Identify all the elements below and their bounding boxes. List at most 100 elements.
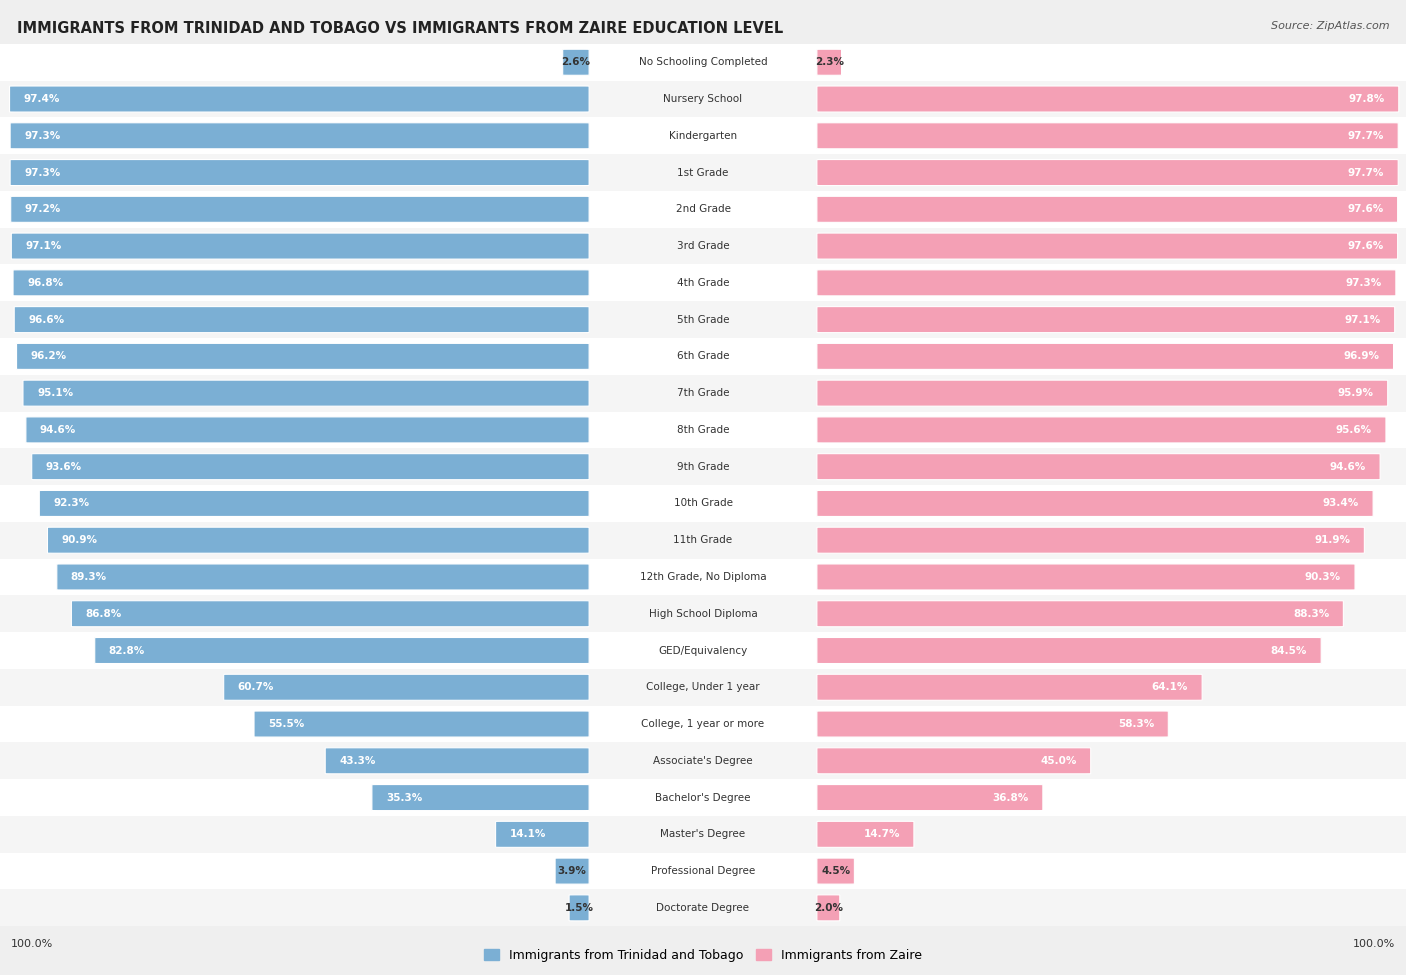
Text: 60.7%: 60.7% bbox=[238, 682, 274, 692]
Text: Associate's Degree: Associate's Degree bbox=[654, 756, 752, 765]
Text: GED/Equivalency: GED/Equivalency bbox=[658, 645, 748, 655]
Text: 36.8%: 36.8% bbox=[993, 793, 1029, 802]
FancyBboxPatch shape bbox=[817, 638, 1322, 664]
Text: IMMIGRANTS FROM TRINIDAD AND TOBAGO VS IMMIGRANTS FROM ZAIRE EDUCATION LEVEL: IMMIGRANTS FROM TRINIDAD AND TOBAGO VS I… bbox=[17, 21, 783, 36]
Text: 14.1%: 14.1% bbox=[509, 830, 546, 839]
FancyBboxPatch shape bbox=[817, 453, 1381, 480]
Legend: Immigrants from Trinidad and Tobago, Immigrants from Zaire: Immigrants from Trinidad and Tobago, Imm… bbox=[479, 944, 927, 967]
Text: 12th Grade, No Diploma: 12th Grade, No Diploma bbox=[640, 572, 766, 582]
FancyBboxPatch shape bbox=[817, 50, 842, 75]
Bar bbox=[0, 228, 1406, 264]
Text: 97.1%: 97.1% bbox=[1344, 315, 1381, 325]
Text: 82.8%: 82.8% bbox=[108, 645, 145, 655]
Text: 4th Grade: 4th Grade bbox=[676, 278, 730, 288]
Bar bbox=[0, 706, 1406, 742]
Text: 92.3%: 92.3% bbox=[53, 498, 90, 508]
Bar bbox=[0, 44, 1406, 81]
Text: 97.4%: 97.4% bbox=[24, 94, 60, 104]
Text: Kindergarten: Kindergarten bbox=[669, 131, 737, 140]
Text: 96.6%: 96.6% bbox=[28, 315, 65, 325]
FancyBboxPatch shape bbox=[817, 785, 1043, 810]
FancyBboxPatch shape bbox=[10, 160, 589, 185]
FancyBboxPatch shape bbox=[373, 785, 589, 810]
Text: 64.1%: 64.1% bbox=[1152, 682, 1188, 692]
Bar bbox=[0, 596, 1406, 632]
Text: 97.7%: 97.7% bbox=[1348, 131, 1384, 140]
Bar bbox=[0, 816, 1406, 853]
FancyBboxPatch shape bbox=[817, 417, 1386, 443]
FancyBboxPatch shape bbox=[817, 675, 1202, 700]
Bar bbox=[0, 853, 1406, 889]
Text: 2nd Grade: 2nd Grade bbox=[675, 205, 731, 214]
FancyBboxPatch shape bbox=[254, 711, 589, 737]
FancyBboxPatch shape bbox=[817, 490, 1374, 517]
FancyBboxPatch shape bbox=[817, 233, 1398, 259]
Text: 100.0%: 100.0% bbox=[1353, 939, 1395, 949]
Text: 93.6%: 93.6% bbox=[46, 462, 82, 472]
FancyBboxPatch shape bbox=[22, 380, 589, 407]
Text: 97.6%: 97.6% bbox=[1347, 241, 1384, 252]
Text: 3rd Grade: 3rd Grade bbox=[676, 241, 730, 252]
FancyBboxPatch shape bbox=[10, 86, 589, 112]
Text: 3.9%: 3.9% bbox=[558, 866, 586, 877]
Text: Professional Degree: Professional Degree bbox=[651, 866, 755, 877]
FancyBboxPatch shape bbox=[555, 858, 589, 884]
Bar bbox=[0, 117, 1406, 154]
Text: Nursery School: Nursery School bbox=[664, 94, 742, 104]
FancyBboxPatch shape bbox=[562, 50, 589, 75]
FancyBboxPatch shape bbox=[817, 711, 1168, 737]
Text: 1st Grade: 1st Grade bbox=[678, 168, 728, 177]
Text: 90.3%: 90.3% bbox=[1305, 572, 1341, 582]
Bar bbox=[0, 338, 1406, 374]
FancyBboxPatch shape bbox=[817, 196, 1398, 222]
FancyBboxPatch shape bbox=[224, 675, 589, 700]
Text: 97.7%: 97.7% bbox=[1348, 168, 1384, 177]
Text: 1.5%: 1.5% bbox=[565, 903, 593, 913]
FancyBboxPatch shape bbox=[817, 306, 1395, 332]
Text: 97.3%: 97.3% bbox=[1346, 278, 1382, 288]
Text: No Schooling Completed: No Schooling Completed bbox=[638, 58, 768, 67]
FancyBboxPatch shape bbox=[39, 490, 589, 517]
FancyBboxPatch shape bbox=[817, 748, 1091, 774]
Text: 94.6%: 94.6% bbox=[39, 425, 76, 435]
Text: Bachelor's Degree: Bachelor's Degree bbox=[655, 793, 751, 802]
FancyBboxPatch shape bbox=[817, 821, 914, 847]
Text: 2.0%: 2.0% bbox=[814, 903, 842, 913]
Text: 90.9%: 90.9% bbox=[62, 535, 97, 545]
FancyBboxPatch shape bbox=[11, 196, 589, 222]
FancyBboxPatch shape bbox=[817, 86, 1399, 112]
Bar bbox=[0, 889, 1406, 926]
FancyBboxPatch shape bbox=[817, 270, 1396, 295]
Text: 97.1%: 97.1% bbox=[25, 241, 62, 252]
Text: 95.1%: 95.1% bbox=[37, 388, 73, 398]
Text: Master's Degree: Master's Degree bbox=[661, 830, 745, 839]
Text: 96.8%: 96.8% bbox=[27, 278, 63, 288]
Text: High School Diploma: High School Diploma bbox=[648, 608, 758, 619]
Text: 91.9%: 91.9% bbox=[1315, 535, 1350, 545]
Text: 97.8%: 97.8% bbox=[1348, 94, 1385, 104]
Bar bbox=[0, 669, 1406, 706]
Text: 7th Grade: 7th Grade bbox=[676, 388, 730, 398]
Text: 100.0%: 100.0% bbox=[11, 939, 53, 949]
Text: 95.9%: 95.9% bbox=[1337, 388, 1374, 398]
FancyBboxPatch shape bbox=[817, 527, 1364, 553]
Text: 55.5%: 55.5% bbox=[269, 719, 304, 729]
FancyBboxPatch shape bbox=[11, 233, 589, 259]
Text: 11th Grade: 11th Grade bbox=[673, 535, 733, 545]
FancyBboxPatch shape bbox=[94, 638, 589, 664]
Text: 5th Grade: 5th Grade bbox=[676, 315, 730, 325]
Bar bbox=[0, 522, 1406, 559]
FancyBboxPatch shape bbox=[56, 564, 589, 590]
Bar bbox=[0, 411, 1406, 448]
Text: 96.2%: 96.2% bbox=[31, 351, 66, 362]
Text: 45.0%: 45.0% bbox=[1040, 756, 1077, 765]
FancyBboxPatch shape bbox=[817, 601, 1343, 627]
Bar bbox=[0, 559, 1406, 596]
Bar bbox=[0, 779, 1406, 816]
Bar bbox=[0, 81, 1406, 117]
Text: 89.3%: 89.3% bbox=[70, 572, 107, 582]
Bar bbox=[0, 742, 1406, 779]
Text: 4.5%: 4.5% bbox=[821, 866, 851, 877]
Text: 97.3%: 97.3% bbox=[24, 168, 60, 177]
FancyBboxPatch shape bbox=[10, 123, 589, 149]
